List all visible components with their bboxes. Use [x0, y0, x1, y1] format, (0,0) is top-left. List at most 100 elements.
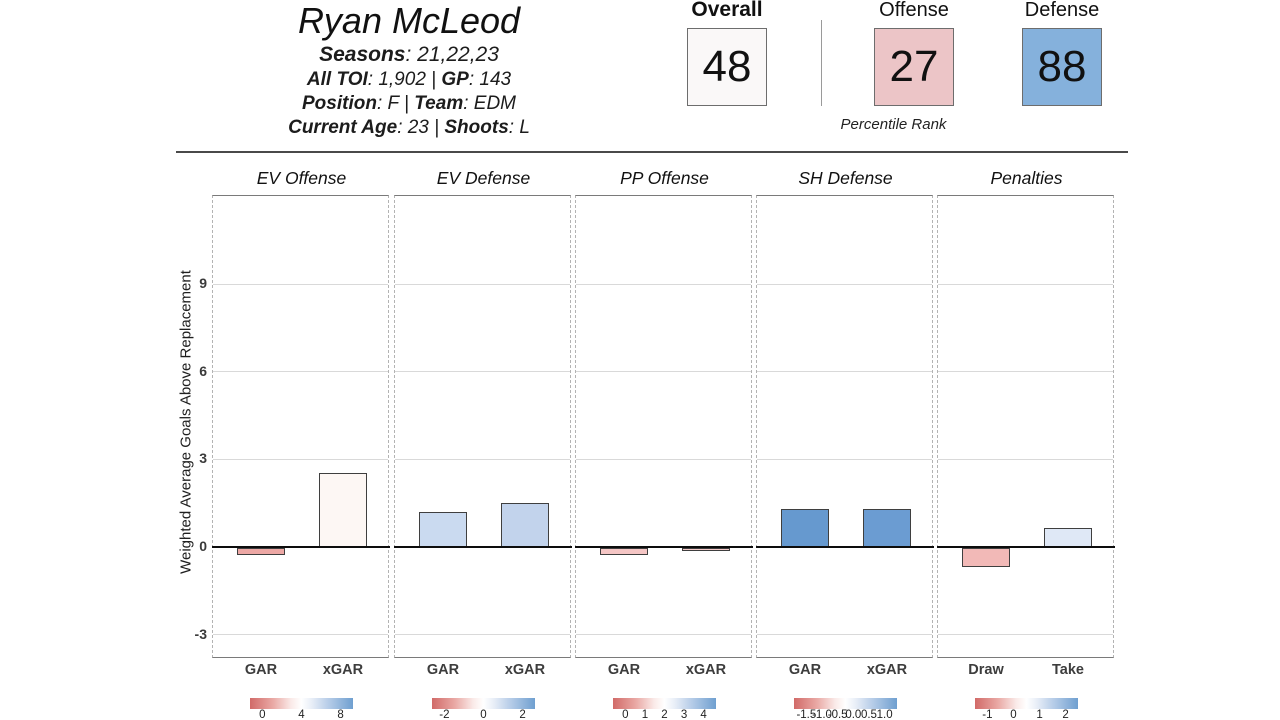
percentile-box-offense: 27	[874, 28, 954, 106]
gridline	[213, 458, 388, 460]
percentile-divider	[821, 20, 822, 106]
colorbar-tick-label: 1.0	[876, 709, 893, 720]
zero-line	[212, 546, 390, 549]
gridline	[757, 458, 932, 460]
colorbar-tick-label: 4	[298, 709, 305, 720]
chart-panel-pp-offense: PP Offense GAR xGAR 0 1 2 3 4	[575, 168, 753, 720]
colorbar-tick-label: 2	[1062, 709, 1069, 720]
category-label-gar: GAR	[607, 662, 641, 678]
chart-panel-ev-offense: EV Offense GAR xGAR 0 4 8	[212, 168, 390, 720]
colorbar-gradient	[432, 698, 535, 709]
colorbar-tick-label: 0	[480, 709, 487, 720]
bar-draw	[962, 548, 1010, 567]
zero-line	[575, 546, 753, 549]
header-divider-rule	[176, 151, 1128, 153]
bar-gar	[237, 548, 285, 555]
colorbar-tick-label: 0	[622, 709, 629, 720]
percentile-box-overall: 48	[687, 28, 767, 106]
colorbar-ticks: 0 4 8	[250, 709, 353, 720]
bar-xgar	[682, 548, 730, 551]
category-label-take: Take	[1052, 662, 1084, 678]
gridline	[576, 371, 751, 373]
panel-title: SH Defense	[798, 168, 893, 188]
panel-title: Penalties	[990, 168, 1063, 188]
panel-title: EV Defense	[436, 168, 531, 188]
panel-title: PP Offense	[620, 168, 709, 188]
y-axis-title: Weighted Average Goals Above Replacement	[177, 270, 195, 574]
player-info-line-0: Seasons: 21,22,23	[319, 43, 499, 66]
percentile-value-offense: 27	[889, 42, 939, 91]
player-info-line-1: All TOI: 1,902 | GP: 143	[306, 69, 512, 90]
colorbar-tick-label: 0	[1010, 709, 1017, 720]
gridline	[395, 371, 570, 373]
gridline	[757, 283, 932, 285]
percentile-box-defense: 88	[1022, 28, 1102, 106]
bar-gar	[419, 512, 467, 547]
colorbar-gradient	[613, 698, 716, 709]
gridline	[576, 458, 751, 460]
colorbar-tick-label: -1.5	[796, 709, 817, 720]
gridline	[395, 634, 570, 635]
colorbar-tick-label: 4	[700, 709, 707, 720]
category-label-gar: GAR	[788, 662, 822, 678]
player-info-line-3: Current Age: 23 | Shoots: L	[288, 117, 530, 138]
colorbar-gradient	[250, 698, 353, 709]
gridline	[213, 283, 388, 285]
gridline	[938, 458, 1113, 460]
bar-take	[1044, 528, 1092, 547]
category-label-xgar: xGAR	[504, 662, 546, 678]
colorbar-tick-label: -0.5	[827, 709, 848, 720]
colorbar-tick-label: -1.0	[812, 709, 832, 720]
percentile-value-overall: 48	[702, 42, 752, 91]
percentile-label-offense: Offense	[879, 0, 949, 21]
percentile-value-defense: 88	[1037, 42, 1087, 91]
gridline	[757, 371, 932, 373]
y-tick-label: 3	[199, 450, 207, 467]
colorbar-tick-label: 1	[1036, 709, 1043, 720]
colorbar-tick-label: 0.5	[860, 709, 877, 720]
zero-line	[394, 546, 572, 549]
colorbar-ticks: -1.5 -1.0 -0.5 0.0 0.5 1.0	[794, 709, 897, 720]
colorbar-ticks: -1 0 1 2	[975, 709, 1078, 720]
category-label-xgar: xGAR	[322, 662, 364, 678]
colorbar-gradient	[975, 698, 1078, 709]
category-label-xgar: xGAR	[685, 662, 727, 678]
player-info-line-2: Position: F | Team: EDM	[302, 93, 516, 114]
bar-gar	[781, 509, 829, 547]
colorbar-gradient	[794, 698, 897, 709]
colorbar-tick-label: 0	[259, 709, 266, 720]
y-tick-label: 0	[199, 538, 207, 554]
chart-panel-ev-defense: EV Defense GAR xGAR -2 0 2	[394, 168, 572, 720]
gridline	[576, 283, 751, 285]
chart-panel-sh-defense: SH Defense GAR xGAR -1.5 -1.0 -0.5 0.0 0.5 1.0	[756, 168, 934, 720]
colorbar-tick-label: 1	[641, 709, 649, 720]
colorbar-ticks: 0 1 2 3 4	[613, 709, 716, 720]
colorbar-tick-label: -1	[982, 709, 993, 720]
gridline	[757, 634, 932, 635]
y-tick-label: 9	[199, 275, 207, 292]
colorbar-tick-label: -2	[439, 709, 450, 720]
category-label-gar: GAR	[426, 662, 460, 678]
gridline	[213, 371, 388, 373]
bar-gar	[600, 548, 648, 555]
colorbar-tick-label: 2	[519, 709, 526, 720]
bar-xgar	[501, 503, 549, 547]
gridline	[938, 634, 1113, 635]
player-info: Seasons: 21,22,23 All TOI: 1,902 | GP: 14…	[228, 41, 590, 140]
bar-xgar	[863, 509, 911, 547]
zero-line	[937, 546, 1115, 549]
colorbar-tick-label: 0.0	[845, 709, 862, 720]
gridline	[213, 634, 388, 635]
percentile-label-overall: Overall	[691, 0, 763, 21]
category-label-draw: Draw	[968, 662, 1004, 678]
player-name: Ryan McLeod	[297, 0, 521, 41]
chart-panel-penalties: Penalties Draw Take -1 0 1 2	[937, 168, 1115, 720]
percentile-label-defense: Defense	[1024, 0, 1100, 21]
gridline	[395, 458, 570, 460]
gridline	[576, 634, 751, 635]
category-label-gar: GAR	[244, 662, 278, 678]
bar-xgar	[319, 473, 367, 547]
player-header: Ryan McLeod Seasons: 21,22,23 All TOI: 1,…	[228, 0, 590, 140]
colorbar-tick-label: 8	[337, 709, 344, 720]
